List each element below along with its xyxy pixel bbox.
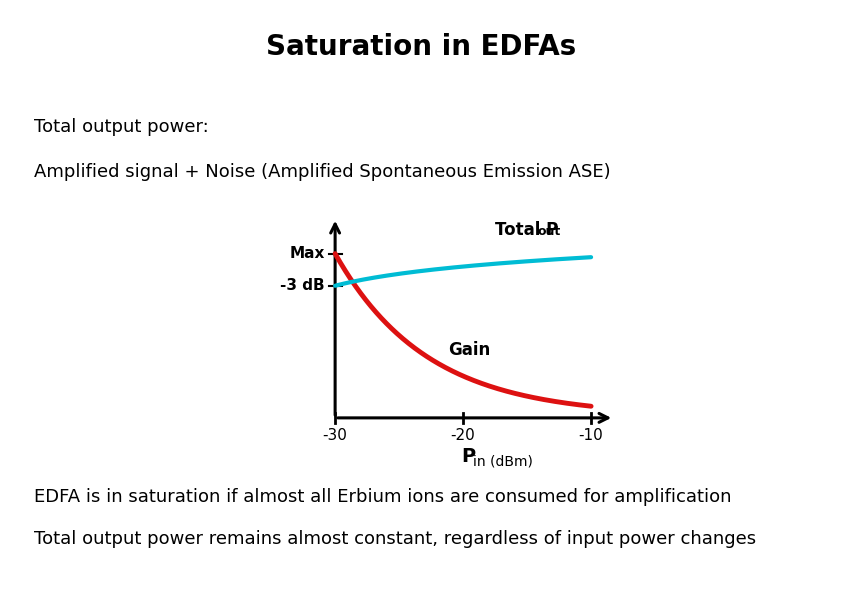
Text: -30: -30: [322, 427, 348, 443]
Text: Max: Max: [290, 246, 325, 261]
Text: EDFA is in saturation if almost all Erbium ions are consumed for amplification: EDFA is in saturation if almost all Erbi…: [34, 488, 731, 506]
Text: Saturation in EDFAs: Saturation in EDFAs: [266, 33, 576, 60]
Text: P: P: [461, 447, 476, 466]
Text: -20: -20: [450, 427, 476, 443]
Text: Total output power:: Total output power:: [34, 118, 209, 136]
Text: Gain: Gain: [449, 341, 491, 359]
Text: Total output power remains almost constant, regardless of input power changes: Total output power remains almost consta…: [34, 530, 756, 548]
Text: -3 dB: -3 dB: [280, 278, 325, 293]
Text: in (dBm): in (dBm): [473, 454, 533, 468]
Text: Total P: Total P: [495, 221, 558, 239]
Text: Amplified signal + Noise (Amplified Spontaneous Emission ASE): Amplified signal + Noise (Amplified Spon…: [34, 163, 610, 181]
Text: -10: -10: [578, 427, 604, 443]
Text: out: out: [537, 224, 561, 237]
